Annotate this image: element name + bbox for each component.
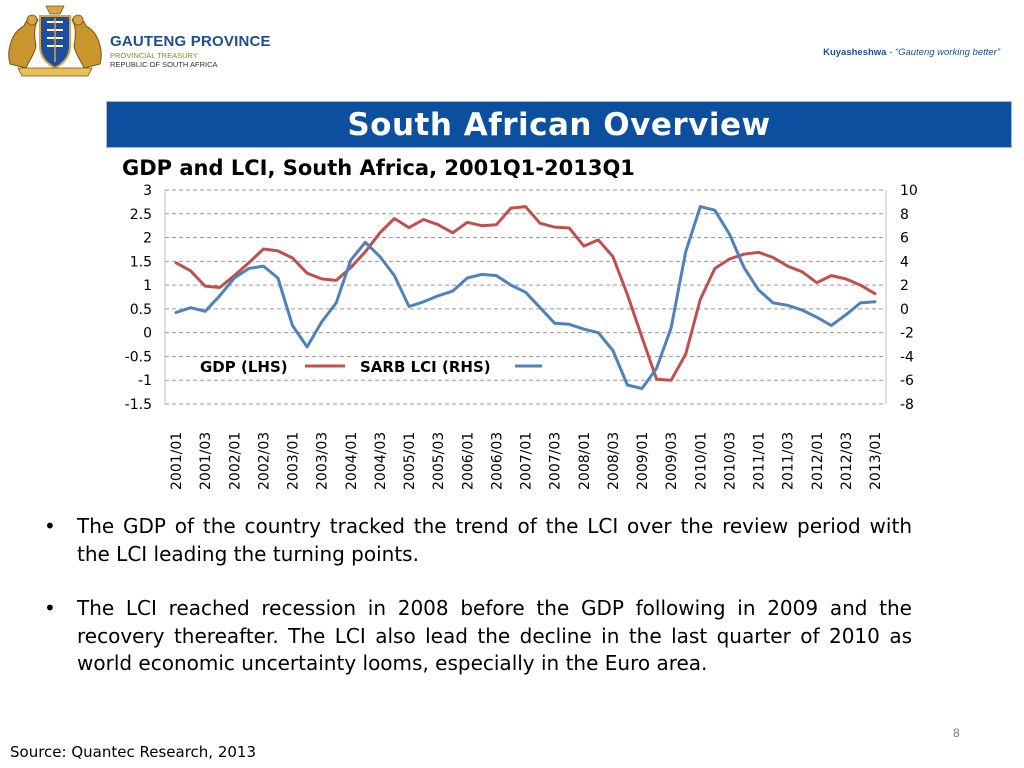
y-left-tick-label: -1.5 — [125, 397, 152, 413]
slide-title: South African Overview — [347, 107, 771, 143]
y-right-tick-label: -6 — [900, 373, 914, 389]
y-right-tick-label: 6 — [900, 231, 909, 247]
source-note: Source: Quantec Research, 2013 — [10, 743, 256, 761]
chart-title: GDP and LCI, South Africa, 2001Q1-2013Q1 — [122, 156, 635, 180]
x-tick-label: 2005/01 — [402, 432, 418, 490]
x-tick-label: 2005/03 — [431, 432, 447, 490]
x-tick-label: 2007/01 — [519, 432, 535, 490]
shield-icon — [39, 15, 71, 70]
legend-label: SARB LCI (RHS) — [360, 358, 491, 376]
y-right-tick-label: 10 — [900, 183, 918, 199]
x-tick-label: 2011/01 — [752, 432, 768, 490]
x-tick-label: 2009/03 — [664, 432, 680, 490]
org-country: REPUBLIC OF SOUTH AFRICA — [110, 59, 218, 69]
y-right-tick-label: 2 — [900, 278, 909, 294]
motto-ribbon — [17, 67, 93, 77]
y-right-tick-label: -4 — [900, 349, 914, 365]
x-tick-label: 2007/03 — [548, 432, 564, 490]
x-tick-label: 2013/01 — [868, 432, 884, 490]
x-tick-label: 2006/01 — [460, 432, 476, 490]
y-left-tick-label: 2 — [143, 231, 152, 247]
x-tick-label: 2003/01 — [286, 432, 302, 490]
series-line — [174, 205, 877, 390]
bullet-list: • The GDP of the country tracked the tre… — [44, 513, 912, 705]
organisation-name-block: GAUTENG PROVINCE PROVINCIAL TREASURY REP… — [110, 34, 271, 68]
y-left-tick-label: -0.5 — [125, 349, 152, 365]
gauteng-coat-of-arms-logo — [8, 5, 102, 77]
bullet-dot-icon: • — [44, 596, 56, 620]
bullet-item: • The LCI reached recession in 2008 befo… — [44, 595, 912, 678]
x-tick-label: 2008/03 — [606, 432, 622, 490]
org-name: GAUTENG PROVINCE — [110, 33, 271, 50]
org-department: PROVINCIAL TREASURY — [110, 51, 198, 60]
tagline-quote: - “Gauteng working better” — [886, 47, 1000, 58]
gdp-lci-line-chart: 3 10 2.5 8 2 6 1.5 4 1 2 0.5 0 0 -2 -0.5 -4 -1 -6 -1.5 -8 20… — [125, 183, 918, 490]
y-left-tick-label: 1.5 — [130, 254, 152, 270]
x-tick-label: 2010/01 — [693, 432, 709, 490]
legend-label: GDP (LHS) — [200, 358, 288, 376]
x-tick-label: 2001/01 — [169, 432, 185, 490]
x-tick-label: 2002/01 — [227, 432, 243, 490]
x-tick-label: 2003/03 — [315, 432, 331, 490]
y-left-tick-label: 1 — [143, 278, 152, 294]
crest-icon — [45, 5, 65, 15]
right-lion-icon — [71, 14, 102, 69]
title-banner: South African Overview — [106, 101, 1012, 148]
page-number: 8 — [953, 726, 960, 740]
y-left-tick-label: -1 — [138, 373, 152, 389]
y-right-tick-label: -2 — [900, 326, 914, 342]
x-tick-label: 2012/03 — [839, 432, 855, 490]
y-right-tick-label: 8 — [900, 207, 909, 223]
bullet-text: The LCI reached recession in 2008 before… — [77, 596, 912, 675]
tagline: Kuyasheshwa - “Gauteng working better” — [823, 47, 1000, 58]
x-tick-label: 2010/03 — [722, 432, 738, 490]
y-right-tick-label: 4 — [900, 254, 909, 270]
tagline-bold: Kuyasheshwa — [823, 47, 887, 58]
y-right-tick-label: 0 — [900, 302, 909, 318]
x-tick-label: 2001/03 — [198, 432, 214, 490]
bullet-dot-icon: • — [44, 514, 56, 538]
left-lion-icon — [8, 14, 39, 69]
x-tick-label: 2002/03 — [256, 432, 272, 490]
x-tick-label: 2012/01 — [810, 432, 826, 490]
y-left-tick-label: 2.5 — [130, 207, 152, 223]
bullet-item: • The GDP of the country tracked the tre… — [44, 513, 912, 568]
y-right-tick-label: -8 — [900, 397, 914, 413]
x-tick-label: 2004/01 — [344, 432, 360, 490]
x-tick-label: 2006/03 — [489, 432, 505, 490]
x-tick-label: 2009/01 — [635, 432, 651, 490]
x-tick-label: 2008/01 — [577, 432, 593, 490]
y-left-tick-label: 3 — [143, 183, 152, 199]
x-tick-label: 2004/03 — [373, 432, 389, 490]
bullet-text: The GDP of the country tracked the trend… — [77, 514, 912, 566]
series-line — [174, 205, 877, 382]
x-tick-label: 2011/03 — [781, 432, 797, 490]
y-left-tick-label: 0 — [143, 326, 152, 342]
y-left-tick-label: 0.5 — [130, 302, 152, 318]
